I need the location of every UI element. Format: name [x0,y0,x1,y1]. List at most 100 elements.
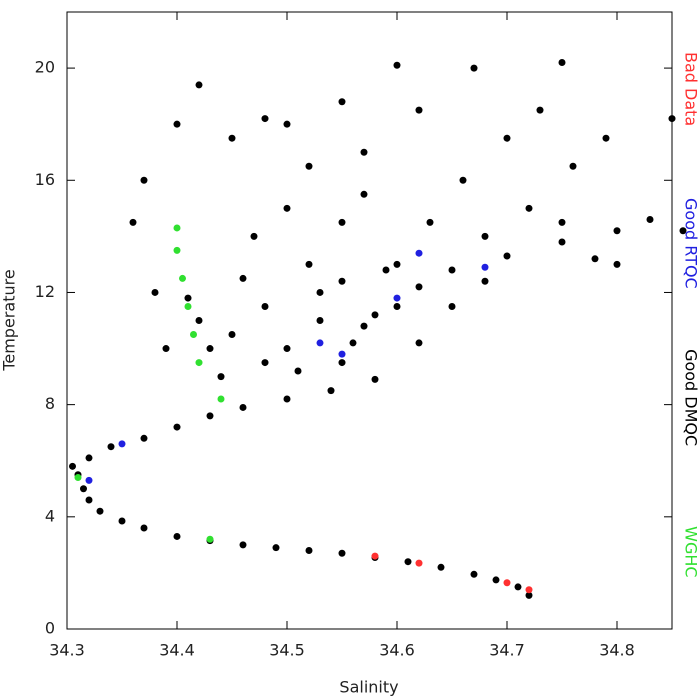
y-tick-label: 20 [35,58,55,77]
point [261,302,269,310]
point [74,474,82,482]
point [591,255,599,263]
point [190,331,197,339]
point [107,443,115,451]
point [173,423,181,431]
point [371,552,379,560]
point [338,549,346,557]
point [415,283,423,291]
point [294,367,302,375]
point [602,134,610,142]
point [360,322,368,330]
point [360,190,368,198]
x-tick-label: 34.3 [49,641,85,660]
series-layer [371,552,533,594]
point [316,317,324,324]
point [503,252,511,260]
point [305,260,313,268]
point [613,260,621,268]
point [118,440,126,448]
point [195,81,203,89]
point [448,266,456,274]
point [393,302,401,310]
point [525,586,533,594]
point [415,559,423,567]
point [140,434,148,442]
point [481,277,489,285]
point [503,134,511,142]
x-axis-label: Salinity [339,678,398,697]
legend-label: Good DMQC [682,349,700,446]
point [283,120,291,128]
point [173,224,181,232]
series-layer [69,58,687,599]
series-layer [74,224,225,543]
plot-frame [66,11,673,630]
point [217,395,225,403]
point [525,591,533,599]
point [558,218,566,226]
point [338,98,346,106]
point [179,274,186,282]
point [382,266,390,274]
point [371,311,379,319]
legend-label: Bad Data [682,52,700,126]
point [239,403,247,411]
y-tick-label: 4 [45,506,55,525]
x-tick-label: 34.5 [269,641,305,660]
point [679,227,687,235]
point [228,331,236,339]
point [96,507,104,515]
point [162,345,170,353]
point [184,302,192,310]
point [558,58,566,66]
point [338,218,346,226]
point [239,541,247,549]
point [283,204,291,212]
point [80,485,87,493]
point [338,277,346,285]
point [283,395,291,403]
point [371,375,379,383]
point [338,359,346,367]
point [613,227,621,235]
point [349,339,357,347]
y-axis-label: Temperature [0,269,19,371]
point [327,387,335,395]
point [316,339,324,347]
point [206,345,214,353]
point [173,120,181,128]
point [481,232,489,240]
y-tick-label: 0 [45,619,55,638]
series-layer [85,249,489,484]
point [668,115,676,123]
point [85,454,93,462]
point [69,462,76,470]
point [415,249,423,257]
point [569,162,577,170]
point [184,294,192,302]
point [173,532,181,540]
point [261,115,269,123]
y-tick-label: 8 [45,394,55,413]
point [503,579,511,587]
point [173,246,181,254]
point [360,148,368,156]
x-tick-label: 34.8 [599,641,635,660]
point [404,558,412,566]
point [525,204,533,212]
point [393,61,401,69]
point [140,524,148,532]
point [470,64,478,72]
point [646,216,654,224]
x-tick-label: 34.6 [379,641,415,660]
point [250,232,258,240]
point [448,302,456,310]
point [426,218,434,226]
point [261,359,269,367]
legend-label: Good RTQC [682,198,700,289]
point [283,345,291,353]
point [437,563,445,571]
x-tick-label: 34.4 [159,641,195,660]
